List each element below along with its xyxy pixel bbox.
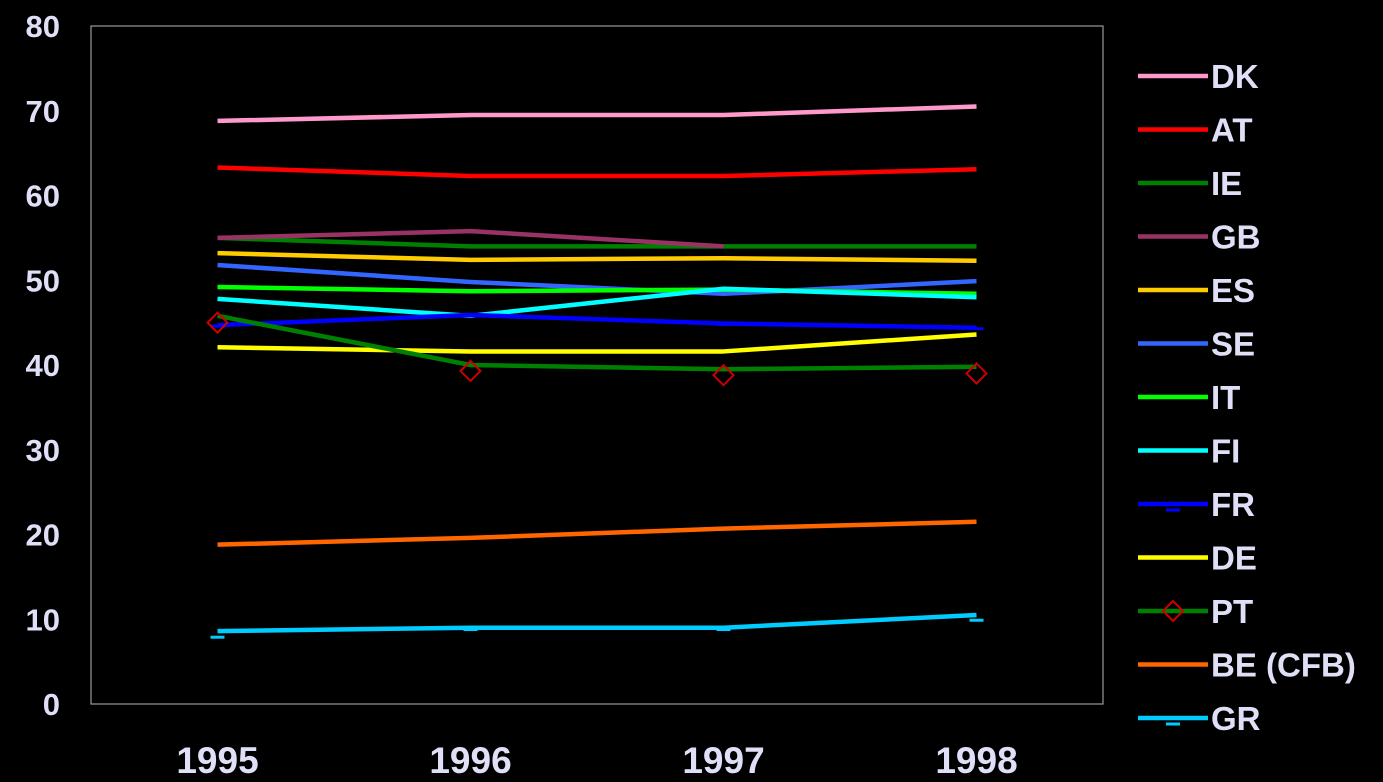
legend-label: BE (CFB): [1211, 647, 1356, 684]
x-tick-label: 1996: [429, 740, 511, 781]
legend-item: SE: [1138, 326, 1255, 363]
data-point-marker: [712, 363, 735, 387]
series-line: [217, 262, 977, 297]
series-ie: [217, 235, 977, 249]
legend-item: FR: [1138, 486, 1255, 523]
legend-item: GB: [1138, 219, 1261, 256]
series-lines: [206, 104, 988, 639]
x-tick-label: 1997: [682, 740, 764, 781]
series-fr: [210, 312, 984, 331]
data-point-marker: [206, 311, 229, 335]
legend-label: AT: [1211, 112, 1253, 149]
legend-item: AT: [1138, 112, 1253, 149]
legend-label: DE: [1211, 540, 1257, 577]
series-line: [217, 519, 977, 547]
series-line: [217, 250, 977, 264]
legend-item: IT: [1138, 379, 1240, 416]
legend-item: FI: [1138, 433, 1240, 470]
legend-label: IE: [1211, 165, 1242, 202]
legend-label: FI: [1211, 433, 1240, 470]
y-tick-label: 30: [26, 433, 60, 468]
series-line: [217, 312, 977, 330]
series-de: [217, 332, 977, 354]
legend-item: DE: [1138, 540, 1257, 577]
legend-marker: [1161, 599, 1185, 623]
series-dk: [217, 104, 977, 124]
legend-item: PT: [1138, 593, 1253, 630]
x-tick-label: 1998: [935, 740, 1017, 781]
legend-item: GR: [1138, 700, 1261, 737]
y-tick-label: 50: [26, 263, 60, 298]
legend-label: GB: [1211, 219, 1261, 256]
legend-label: DK: [1211, 58, 1259, 95]
y-tick-label: 40: [26, 348, 60, 383]
legend-item: ES: [1138, 272, 1255, 309]
series-line: [217, 332, 977, 354]
series-gr: [210, 612, 984, 639]
series-gb: [217, 228, 724, 249]
y-tick-label: 10: [26, 602, 60, 637]
series-be-cfb: [217, 519, 977, 547]
y-axis-ticks: 0 10 20 30 40 50 60 70 80: [26, 9, 60, 722]
series-se: [217, 262, 977, 297]
y-tick-label: 60: [26, 179, 60, 214]
legend-label: FR: [1211, 486, 1255, 523]
series-at: [217, 165, 977, 179]
y-tick-label: 70: [26, 94, 60, 129]
series-line: [217, 235, 977, 249]
y-tick-label: 20: [26, 518, 60, 553]
legend-item: DK: [1138, 58, 1259, 95]
legend-item: BE (CFB): [1138, 647, 1356, 684]
y-tick-label: 80: [26, 9, 60, 44]
series-line: [217, 313, 977, 372]
series-line: [217, 286, 977, 319]
legend-item: IE: [1138, 165, 1242, 202]
data-point-marker: [459, 359, 482, 383]
series-line: [217, 104, 977, 124]
series-fi: [217, 286, 977, 319]
series-line: [217, 165, 977, 179]
series-pt: [206, 311, 988, 387]
legend-label: ES: [1211, 272, 1255, 309]
x-axis-ticks: 1995 1996 1997 1998: [176, 740, 1017, 781]
legend-label: PT: [1211, 593, 1253, 630]
series-line: [217, 612, 977, 634]
legend-label: GR: [1211, 700, 1261, 737]
legend: DK AT IE GB ES SE IT FI FR DE PT BE (CFB) GR: [1138, 58, 1356, 737]
y-tick-label: 0: [43, 687, 60, 722]
series-es: [217, 250, 977, 264]
series-line: [217, 228, 724, 249]
x-tick-label: 1995: [176, 740, 258, 781]
legend-label: SE: [1211, 326, 1255, 363]
legend-label: IT: [1211, 379, 1240, 416]
data-point-marker: [965, 362, 988, 385]
